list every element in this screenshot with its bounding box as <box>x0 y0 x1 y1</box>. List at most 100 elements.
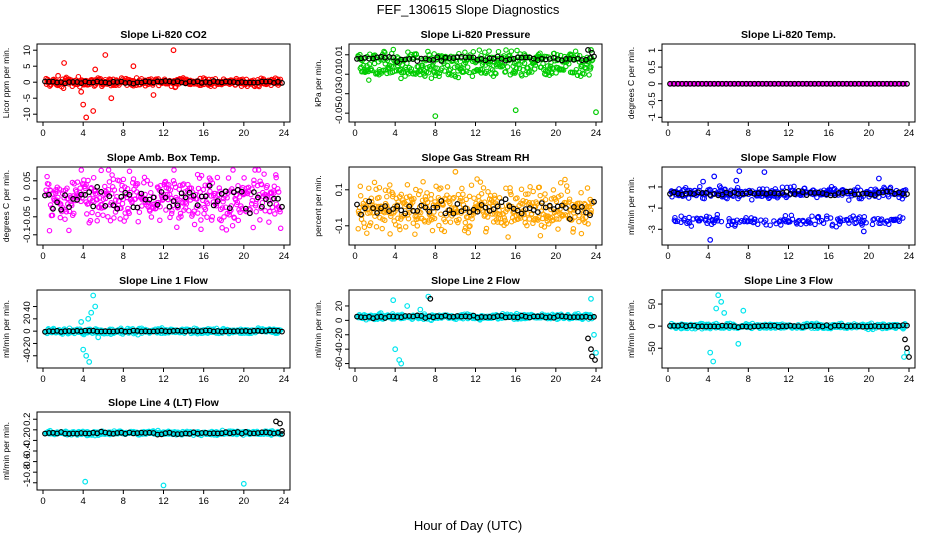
data-point <box>204 214 210 220</box>
x-tick-label: 24 <box>904 251 915 262</box>
data-point <box>558 192 564 198</box>
data-point <box>214 174 221 181</box>
x-tick-label: 20 <box>239 374 250 385</box>
x-tick-label: 0 <box>352 374 357 385</box>
data-point-black <box>394 59 401 65</box>
data-point <box>481 213 488 219</box>
data-point <box>563 183 570 189</box>
data-point <box>376 184 383 191</box>
data-point <box>369 199 375 205</box>
data-point-black <box>563 205 569 211</box>
data-point <box>846 197 852 203</box>
y-tick-label: -0.01 <box>334 63 345 85</box>
data-point <box>442 218 449 225</box>
data-point <box>502 68 509 75</box>
data-point <box>357 193 364 199</box>
data-point <box>507 189 514 195</box>
data-point <box>266 219 272 225</box>
outlier-point <box>707 349 714 356</box>
data-point <box>465 229 472 236</box>
data-point <box>749 197 755 203</box>
data-point <box>66 227 72 234</box>
data-point <box>495 48 502 55</box>
data-point <box>444 62 451 69</box>
data-point <box>46 181 52 187</box>
y-axis-label: degrees C per min. <box>1 170 11 242</box>
data-point <box>166 182 172 188</box>
y-axis-label: kPa per min. <box>313 59 323 107</box>
data-point-black <box>50 205 56 212</box>
data-point <box>273 174 279 181</box>
outlier-point <box>707 236 714 243</box>
data-point <box>466 224 472 230</box>
data-point <box>252 167 258 173</box>
plot-frame <box>348 289 603 369</box>
data-point <box>535 217 541 223</box>
data-point-black <box>575 208 581 215</box>
data-point <box>83 181 89 188</box>
data-point <box>463 196 469 203</box>
data-point-black <box>158 189 165 195</box>
data-point <box>408 66 415 72</box>
data-point <box>134 181 141 187</box>
outlier-point <box>102 52 109 58</box>
data-point <box>744 218 751 225</box>
data-point-black <box>54 199 60 206</box>
data-point <box>476 193 482 200</box>
data-point <box>410 220 417 226</box>
data-point-black <box>446 207 453 214</box>
data-point <box>119 200 126 207</box>
data-point <box>451 194 457 201</box>
data-point <box>466 193 473 200</box>
data-point <box>885 193 892 200</box>
data-point <box>540 60 546 67</box>
data-point <box>157 217 163 224</box>
data-point <box>767 222 773 228</box>
x-tick-label: 4 <box>81 374 86 385</box>
data-point <box>267 208 273 214</box>
data-point <box>521 60 528 67</box>
data-point <box>142 191 148 198</box>
data-point <box>107 217 114 224</box>
data-point <box>262 208 268 214</box>
data-point <box>897 214 903 220</box>
data-point <box>444 184 451 190</box>
data-point <box>273 172 279 178</box>
outlier-point <box>83 352 90 359</box>
panel-title: Slope Line 3 Flow <box>744 275 834 287</box>
data-point-black <box>382 203 389 210</box>
data-point <box>841 217 847 223</box>
data-point <box>230 167 236 173</box>
outlier-point <box>588 47 594 53</box>
data-point-black <box>170 198 177 205</box>
data-point <box>253 208 259 215</box>
data-point <box>714 211 721 218</box>
data-point <box>674 218 681 225</box>
data-point <box>570 226 577 232</box>
x-tick-label: 24 <box>279 251 290 262</box>
data-point <box>366 61 373 67</box>
data-point <box>474 176 480 182</box>
data-point <box>436 70 443 76</box>
data-point <box>384 70 390 77</box>
data-point-black <box>186 189 193 196</box>
data-point-black <box>414 58 421 64</box>
data-point <box>171 181 178 187</box>
data-point <box>820 220 827 226</box>
data-point-black <box>366 55 373 62</box>
x-tick-label: 0 <box>40 374 45 385</box>
data-point <box>698 215 704 222</box>
x-tick-label: 12 <box>158 374 169 385</box>
data-point <box>566 196 573 202</box>
panel-title: Slope Amb. Box Temp. <box>107 152 220 164</box>
series-black <box>667 187 910 199</box>
y-tick-label: -20 <box>334 328 345 342</box>
data-point <box>62 216 68 222</box>
data-point <box>544 214 551 220</box>
data-point <box>484 214 491 220</box>
outlier-point <box>95 334 102 341</box>
data-point <box>235 217 242 224</box>
x-tick-label: 8 <box>121 251 126 262</box>
x-tick-label: 24 <box>904 128 915 139</box>
panel-title: Slope Line 4 (LT) Flow <box>108 397 219 409</box>
